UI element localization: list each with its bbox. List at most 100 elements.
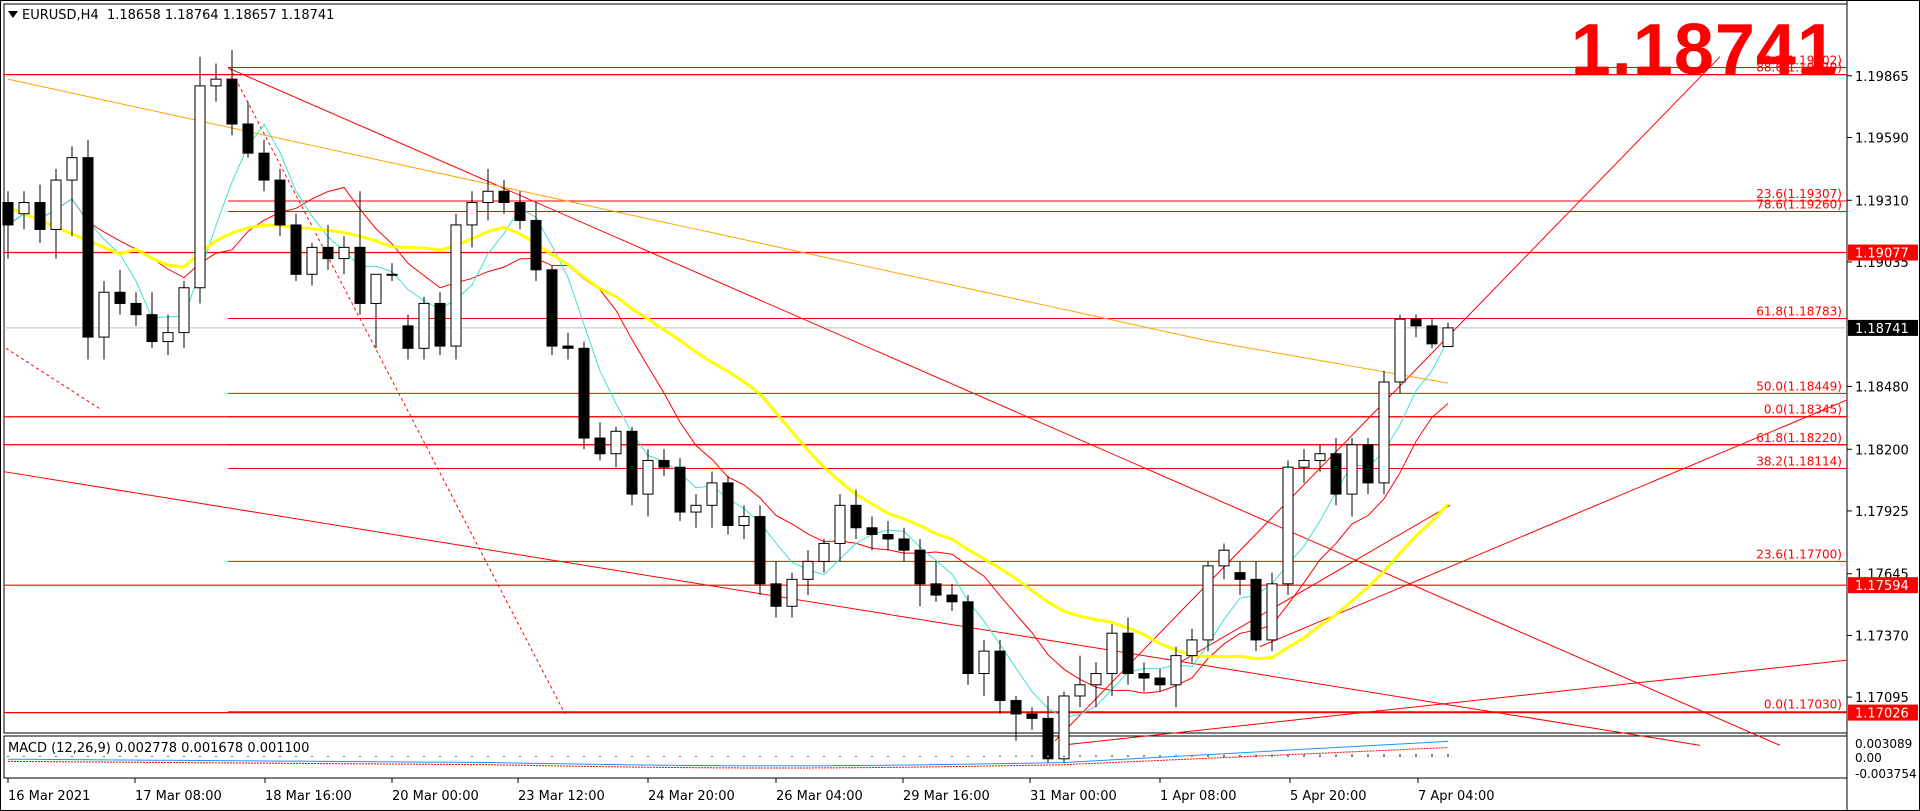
symbol-label: EURUSD,H4 <box>22 8 99 23</box>
candle-body-bear <box>594 437 606 455</box>
candle <box>1266 572 1278 652</box>
candle-body-bear <box>930 583 942 596</box>
price-tag-bg-1 <box>1848 319 1918 336</box>
candle <box>114 269 126 315</box>
candle <box>98 281 110 360</box>
x-tick-label-7: 29 Mar 16:00 <box>903 789 990 804</box>
candle-body-bear <box>626 430 638 495</box>
candle-body-bear <box>1250 578 1262 641</box>
candle-body-bull <box>690 504 702 513</box>
price-tag-1: 1.18741 <box>1855 322 1909 337</box>
candle <box>690 494 702 528</box>
macd-axis-label-0: 0.003089 <box>1855 737 1912 751</box>
candle-body-bull <box>802 560 814 580</box>
candle-body-bull <box>738 516 750 527</box>
moving-average-red <box>7 186 1449 694</box>
candle <box>1234 561 1246 596</box>
candle-body-bull <box>1394 318 1406 383</box>
y-tick-label-5: 1.18200 <box>1855 443 1909 458</box>
x-tick-label-5: 24 Mar 20:00 <box>648 789 735 804</box>
candle-body-bull <box>1202 565 1214 641</box>
candle-body-bull <box>66 157 78 181</box>
candle <box>290 213 302 282</box>
candle <box>402 314 414 360</box>
dropdown-triangle-icon[interactable] <box>8 11 18 18</box>
candle-body-bear <box>322 246 334 260</box>
candle <box>194 56 206 304</box>
candle <box>258 139 270 192</box>
candle-body-bear <box>866 527 878 535</box>
candle-body-bear <box>402 325 414 349</box>
candle-body-bull <box>1058 695 1070 760</box>
candle <box>1106 624 1118 696</box>
candle-body-bear <box>514 202 526 221</box>
fib-level-label-5: 50.0(1.18449) <box>1756 379 1842 393</box>
candle-body-bull <box>386 273 398 276</box>
candle-body-bull <box>1298 459 1310 468</box>
price-tag-3: 1.17026 <box>1855 707 1909 722</box>
candle <box>562 332 574 360</box>
candle-body-bear <box>1330 453 1342 495</box>
uptrend-line-mid <box>1259 399 1848 648</box>
y-tick-label-1: 1.19590 <box>1855 131 1909 146</box>
candle <box>482 168 494 221</box>
candle <box>1426 319 1438 349</box>
candle-body-bull <box>1074 684 1086 697</box>
candle <box>1074 655 1086 708</box>
candle-body-bear <box>1138 673 1150 679</box>
candle-body-bull <box>178 287 190 334</box>
candle <box>1026 707 1038 730</box>
candle-body-bull <box>1378 381 1390 484</box>
candle-body-bear <box>962 601 974 675</box>
candle <box>1122 617 1134 685</box>
dashed-trendline <box>229 67 566 715</box>
candle-body-bull <box>18 202 30 215</box>
candle-body-bull <box>194 85 206 289</box>
candle <box>1314 444 1326 472</box>
candle-body-bear <box>130 302 142 316</box>
candle-body-bear <box>274 179 286 226</box>
candle-body-bear <box>1010 699 1022 715</box>
candle-body-bull <box>610 430 622 455</box>
candle-body-bear <box>1154 677 1166 686</box>
candle <box>994 639 1006 714</box>
fib-level-label-9: 23.6(1.17700) <box>1756 547 1842 561</box>
candle <box>434 292 446 356</box>
candle <box>866 516 878 551</box>
candle <box>1090 662 1102 708</box>
moving-average-cyan <box>7 123 1449 719</box>
candle-body-bear <box>226 78 238 125</box>
candle-body-bear <box>290 224 302 275</box>
x-tick-label-0: 16 Mar 2021 <box>8 789 90 804</box>
candle <box>738 505 750 539</box>
candle-body-bull <box>1346 444 1358 495</box>
candle-body-bear <box>850 504 862 529</box>
candle-body-bear <box>946 594 958 603</box>
fib-level-label-10: 0.0(1.17030) <box>1764 698 1842 712</box>
candle <box>658 449 670 477</box>
candle-body-bull <box>466 202 478 226</box>
x-tick-label-9: 1 Apr 08:00 <box>1160 789 1237 804</box>
current-price-display: 1.18741 <box>1570 10 1838 90</box>
candle <box>786 572 798 618</box>
x-tick-label-3: 20 Mar 00:00 <box>392 789 479 804</box>
candle <box>1442 322 1454 348</box>
y-tick-label-8: 1.17370 <box>1855 629 1909 644</box>
candle <box>770 561 782 618</box>
candle <box>418 296 430 360</box>
moving-average-long <box>7 78 1449 384</box>
macd-line <box>7 740 1449 767</box>
candle <box>1170 646 1182 708</box>
candle <box>466 191 478 248</box>
candle-body-bull <box>1090 673 1102 686</box>
price-tag-0: 1.19077 <box>1855 247 1909 262</box>
candle <box>882 521 894 551</box>
y-tick-label-0: 1.19865 <box>1855 70 1909 85</box>
candle <box>450 213 462 360</box>
x-tick-label-1: 17 Mar 08:00 <box>135 789 222 804</box>
candle <box>610 426 622 468</box>
candle-body-bear <box>722 482 734 527</box>
candle-body-bull <box>1314 453 1326 461</box>
